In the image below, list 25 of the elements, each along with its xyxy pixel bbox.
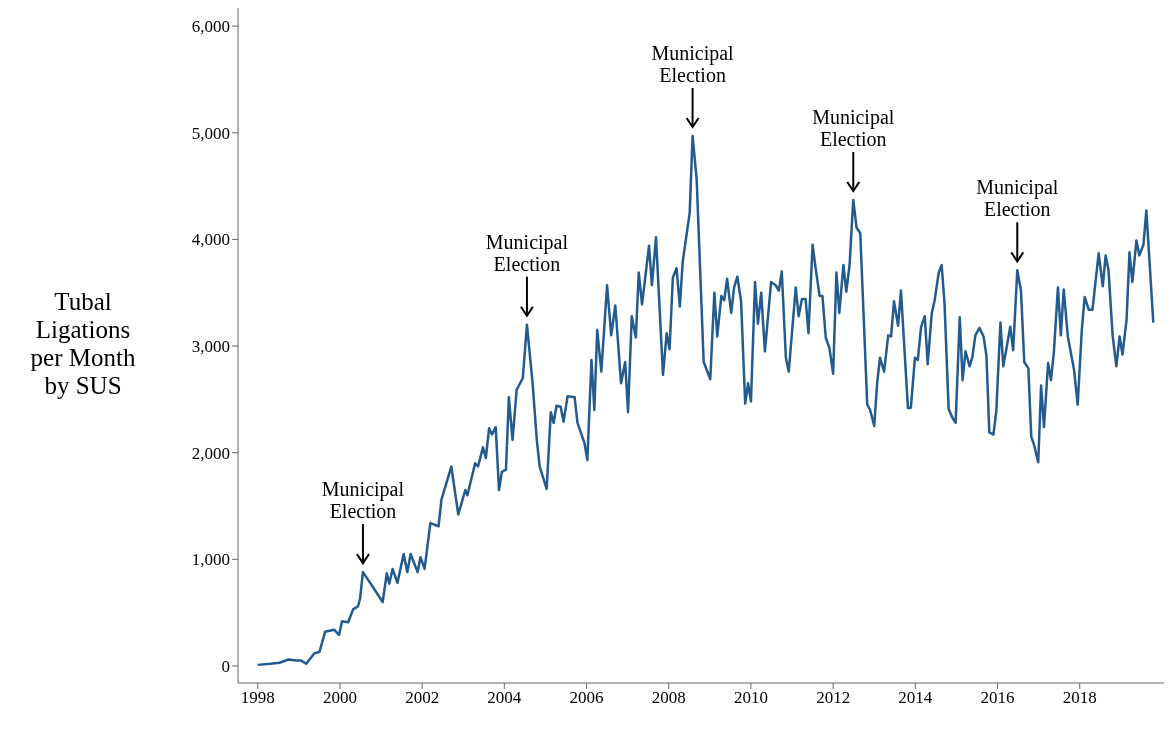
annotation: Municipal Election — [321, 478, 405, 523]
x-tick-label: 2012 — [816, 688, 851, 708]
x-tick-label: 2002 — [405, 688, 440, 708]
x-tick-label: 2004 — [487, 688, 522, 708]
line-series — [256, 134, 1155, 667]
y-axis-title: Tubal Ligations per Month by SUS — [29, 288, 137, 400]
x-tick-label: 2010 — [733, 688, 768, 708]
y-tick-label: 0 — [221, 656, 230, 676]
annotation: Municipal Election — [976, 176, 1059, 221]
y-tick-label: 3,000 — [191, 337, 230, 357]
x-tick-label: 2016 — [980, 688, 1015, 708]
x-tick-label: 1998 — [240, 688, 275, 708]
x-tick-label: 2014 — [898, 688, 933, 708]
annotation: Municipal Election — [651, 41, 735, 86]
x-tick-label: 2018 — [1062, 688, 1097, 708]
y-tick-label: 1,000 — [191, 550, 230, 570]
x-tick-label: 2000 — [322, 688, 357, 708]
y-tick-label: 5,000 — [191, 123, 230, 143]
y-tick-label: 2,000 — [191, 443, 230, 463]
y-tick-label: 6,000 — [191, 17, 230, 37]
annotation: Municipal Election — [812, 105, 895, 150]
x-tick-label: 2008 — [651, 688, 686, 708]
annotation: Municipal Election — [485, 230, 569, 275]
y-tick-label: 4,000 — [191, 230, 230, 250]
x-tick-label: 2006 — [569, 688, 604, 708]
